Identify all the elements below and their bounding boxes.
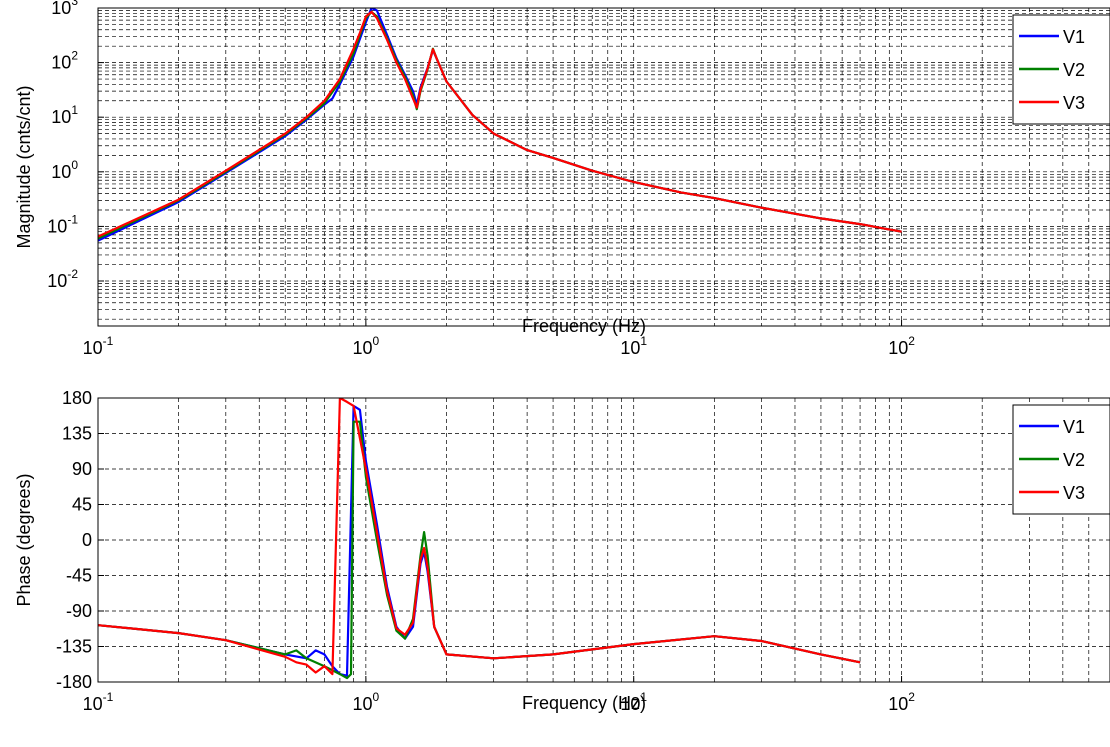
y-tick-label: 0 [82,530,92,550]
y-tick-label: -45 [66,566,92,586]
grid [98,398,1110,682]
tick-labels: 10-1 100 101 102 -180 -135 -90 -45 0 45 90 135 180 [56,388,915,714]
grid [98,8,1110,326]
y-tick-label: 102 [51,49,78,73]
legend-label-v3: V3 [1063,93,1085,113]
x-axis-label: Frequency (Hz) [522,316,646,336]
series-line-v3 [98,398,861,676]
y-tick-label: 90 [72,459,92,479]
series-group [98,8,902,242]
legend-label-v2: V2 [1063,450,1085,470]
y-tick-label: 10-1 [47,212,78,236]
x-tick-label: 102 [888,334,915,358]
legend: V1 V2 V3 [1012,14,1110,125]
x-tick-label: 101 [620,334,647,358]
x-tick-label: 10-1 [83,334,114,358]
y-tick-label: 10-2 [47,267,78,291]
y-tick-label: 45 [72,495,92,515]
x-tick-label: 100 [352,690,379,714]
plot-area [98,8,1110,326]
y-tick-label: 100 [51,158,78,182]
series-group [98,398,861,680]
y-tick-label: -180 [56,672,92,692]
series-line-v3 [98,10,902,238]
legend-label-v1: V1 [1063,27,1085,47]
y-axis-label: Magnitude (cnts/cnt) [14,85,34,248]
x-axis-label: Frequency (Hz) [522,693,646,713]
legend-label-v1: V1 [1063,417,1085,437]
legend-label-v3: V3 [1063,483,1085,503]
x-tick-label: 101 [620,690,647,714]
y-tick-label: -135 [56,637,92,657]
y-tick-label: 135 [62,424,92,444]
x-tick-label: 100 [352,334,379,358]
legend-label-v2: V2 [1063,60,1085,80]
tick-labels: 10-1 100 101 102 10-2 10-1 100 101 102 103 [47,0,915,358]
magnitude-panel: 10-1 100 101 102 10-2 10-1 100 101 102 103 Frequen… [14,0,1110,358]
y-tick-label: 180 [62,388,92,408]
y-tick-label: 101 [51,103,78,127]
y-tick-label: 103 [51,0,78,18]
x-tick-label: 10-1 [83,690,114,714]
legend: V1 V2 V3 [1012,404,1110,515]
phase-panel: 10-1 100 101 102 -180 -135 -90 -45 0 45 90 135 180 Fr… [14,388,1110,714]
y-axis-label: Phase (degrees) [14,473,34,606]
axes-box [97,7,1110,327]
x-tick-label: 102 [888,690,915,714]
y-tick-label: -90 [66,601,92,621]
